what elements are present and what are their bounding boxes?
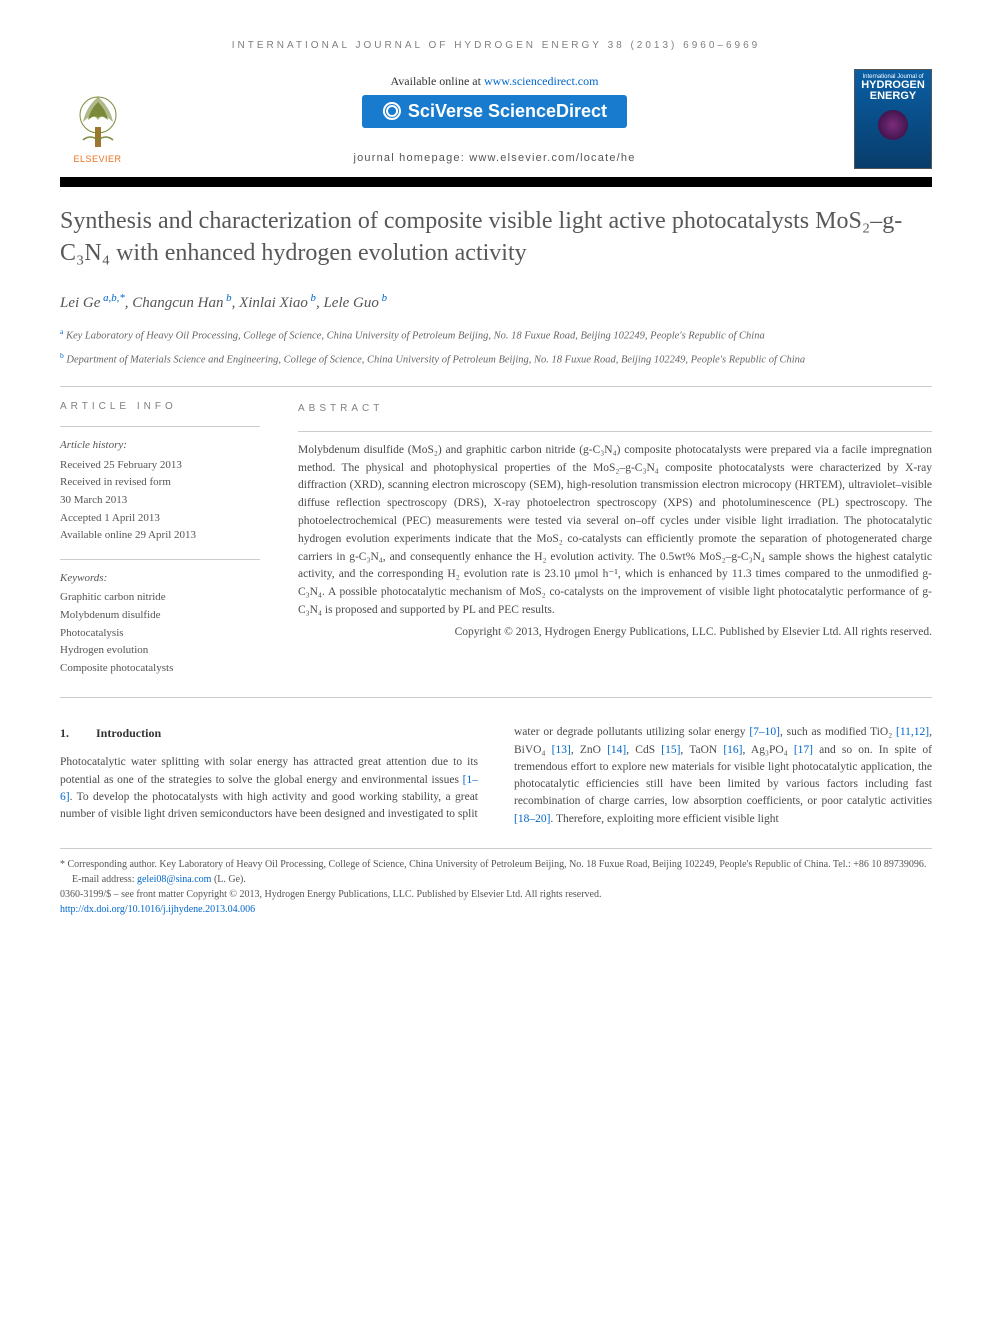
author-3: Xinlai Xiao <box>239 295 308 311</box>
sciencedirect-link[interactable]: www.sciencedirect.com <box>484 74 599 88</box>
intro-text-2: . To develop the photocatalysts with hig… <box>60 791 478 820</box>
ref-link-17[interactable]: [17] <box>794 744 813 756</box>
sciencedirect-banner: SciVerse ScienceDirect <box>362 95 627 128</box>
author-1: Lei Ge <box>60 295 100 311</box>
keyword-1: Molybdenum disulfide <box>60 607 260 625</box>
keyword-2: Photocatalysis <box>60 625 260 643</box>
abstract-copyright: Copyright © 2013, Hydrogen Energy Public… <box>298 624 932 642</box>
sd-swirl-icon <box>382 101 402 121</box>
rule-below-abstract <box>60 697 932 698</box>
affiliation-b: b Department of Materials Science and En… <box>60 350 932 368</box>
intro-r-d: , ZnO <box>571 744 607 756</box>
elsevier-logo: ELSEVIER <box>60 74 135 164</box>
intro-r-i: . Therefore, exploiting more efficient v… <box>550 813 778 825</box>
footnotes: * Corresponding author. Key Laboratory o… <box>60 848 932 917</box>
intro-para-right: water or degrade pollutants utilizing so… <box>514 724 932 828</box>
sd-brand-text: SciVerse ScienceDirect <box>408 101 607 121</box>
history-line-4: Available online 29 April 2013 <box>60 527 260 545</box>
intro-text-1: Photocatalytic water splitting with sola… <box>60 756 478 785</box>
cover-title-2: ENERGY <box>855 91 931 102</box>
ref-link-11-12[interactable]: [11,12] <box>896 726 929 738</box>
article-info-heading: ARTICLE INFO <box>60 401 260 412</box>
ref-link-16[interactable]: [16] <box>723 744 742 756</box>
ref-link-7-10[interactable]: [7–10] <box>749 726 780 738</box>
elsevier-tree-icon <box>68 92 128 152</box>
abstract-heading: ABSTRACT <box>298 401 932 417</box>
body-two-column: 1.Introduction Photocatalytic water spli… <box>60 724 932 828</box>
ref-link-18-20[interactable]: [18–20] <box>514 813 550 825</box>
affiliation-b-text: Department of Materials Science and Engi… <box>66 355 805 366</box>
info-rule-1 <box>60 426 260 427</box>
ref-link-13[interactable]: [13] <box>552 744 571 756</box>
email-author: (L. Ge). <box>211 874 245 885</box>
keyword-3: Hydrogen evolution <box>60 642 260 660</box>
history-line-2: 30 March 2013 <box>60 492 260 510</box>
cover-graphic-icon <box>878 110 908 140</box>
author-2: Changcun Han <box>132 295 223 311</box>
running-head: INTERNATIONAL JOURNAL OF HYDROGEN ENERGY… <box>60 40 932 51</box>
issn-copyright-line: 0360-3199/$ – see front matter Copyright… <box>60 887 932 902</box>
intro-para-left: Photocatalytic water splitting with sola… <box>60 754 478 823</box>
journal-homepage-line: journal homepage: www.elsevier.com/locat… <box>155 152 834 164</box>
author-4-affil-sup[interactable]: b <box>379 295 387 311</box>
ref-link-15[interactable]: [15] <box>661 744 680 756</box>
email-line: E-mail address: gelei08@sina.com (L. Ge)… <box>60 872 932 887</box>
author-1-affil-sup[interactable]: a,b, <box>100 295 119 311</box>
author-4: Lele Guo <box>323 295 378 311</box>
affiliation-a-text: Key Laboratory of Heavy Oil Processing, … <box>66 330 765 341</box>
body-column-left: 1.Introduction Photocatalytic water spli… <box>60 724 478 828</box>
journal-header: ELSEVIER Available online at www.science… <box>60 69 932 169</box>
author-list: Lei Ge a,b,*, Changcun Han b, Xinlai Xia… <box>60 292 932 312</box>
author-3-affil-sup[interactable]: b <box>308 295 316 311</box>
intro-r-f: , TaON <box>680 744 723 756</box>
rule-above-info <box>60 386 932 387</box>
history-line-0: Received 25 February 2013 <box>60 457 260 475</box>
article-title: Synthesis and characterization of compos… <box>60 205 932 270</box>
intro-heading: 1.Introduction <box>60 724 478 742</box>
email-link[interactable]: gelei08@sina.com <box>137 874 211 885</box>
author-2-affil-sup[interactable]: b <box>223 295 231 311</box>
keyword-0: Graphitic carbon nitride <box>60 589 260 607</box>
corresponding-author-note: * Corresponding author. Key Laboratory o… <box>60 857 932 872</box>
history-line-3: Accepted 1 April 2013 <box>60 510 260 528</box>
doi-link[interactable]: http://dx.doi.org/10.1016/j.ijhydene.201… <box>60 904 255 915</box>
info-abstract-row: ARTICLE INFO Article history: Received 2… <box>60 401 932 677</box>
intro-heading-num: 1. <box>60 724 96 742</box>
intro-r-a: water or degrade pollutants utilizing so… <box>514 726 749 738</box>
intro-heading-text: Introduction <box>96 726 161 740</box>
elsevier-wordmark: ELSEVIER <box>73 154 121 164</box>
keyword-4: Composite photocatalysts <box>60 660 260 678</box>
abstract-text: Molybdenum disulfide (MoS₂) and graphiti… <box>298 442 932 620</box>
keywords-label: Keywords: <box>60 570 260 588</box>
available-online-line: Available online at www.sciencedirect.co… <box>155 74 834 89</box>
black-divider-bar <box>60 177 932 187</box>
available-label: Available online at <box>391 74 484 88</box>
header-center: Available online at www.sciencedirect.co… <box>155 74 834 164</box>
history-label: Article history: <box>60 437 260 455</box>
ref-link-14[interactable]: [14] <box>607 744 626 756</box>
journal-cover-thumbnail: International Journal of HYDROGEN ENERGY <box>854 69 932 169</box>
info-rule-2 <box>60 559 260 560</box>
intro-r-b: , such as modified TiO₂ <box>780 726 896 738</box>
affiliation-a: a Key Laboratory of Heavy Oil Processing… <box>60 326 932 344</box>
abstract-column: ABSTRACT Molybdenum disulfide (MoS₂) and… <box>298 401 932 677</box>
article-info-column: ARTICLE INFO Article history: Received 2… <box>60 401 260 677</box>
body-column-right: water or degrade pollutants utilizing so… <box>514 724 932 828</box>
intro-r-g: , Ag₃PO₄ <box>743 744 794 756</box>
abstract-rule <box>298 431 932 432</box>
corresponding-marker[interactable]: * <box>119 295 124 311</box>
history-line-1: Received in revised form <box>60 474 260 492</box>
email-label: E-mail address: <box>72 874 137 885</box>
intro-r-e: , CdS <box>626 744 661 756</box>
